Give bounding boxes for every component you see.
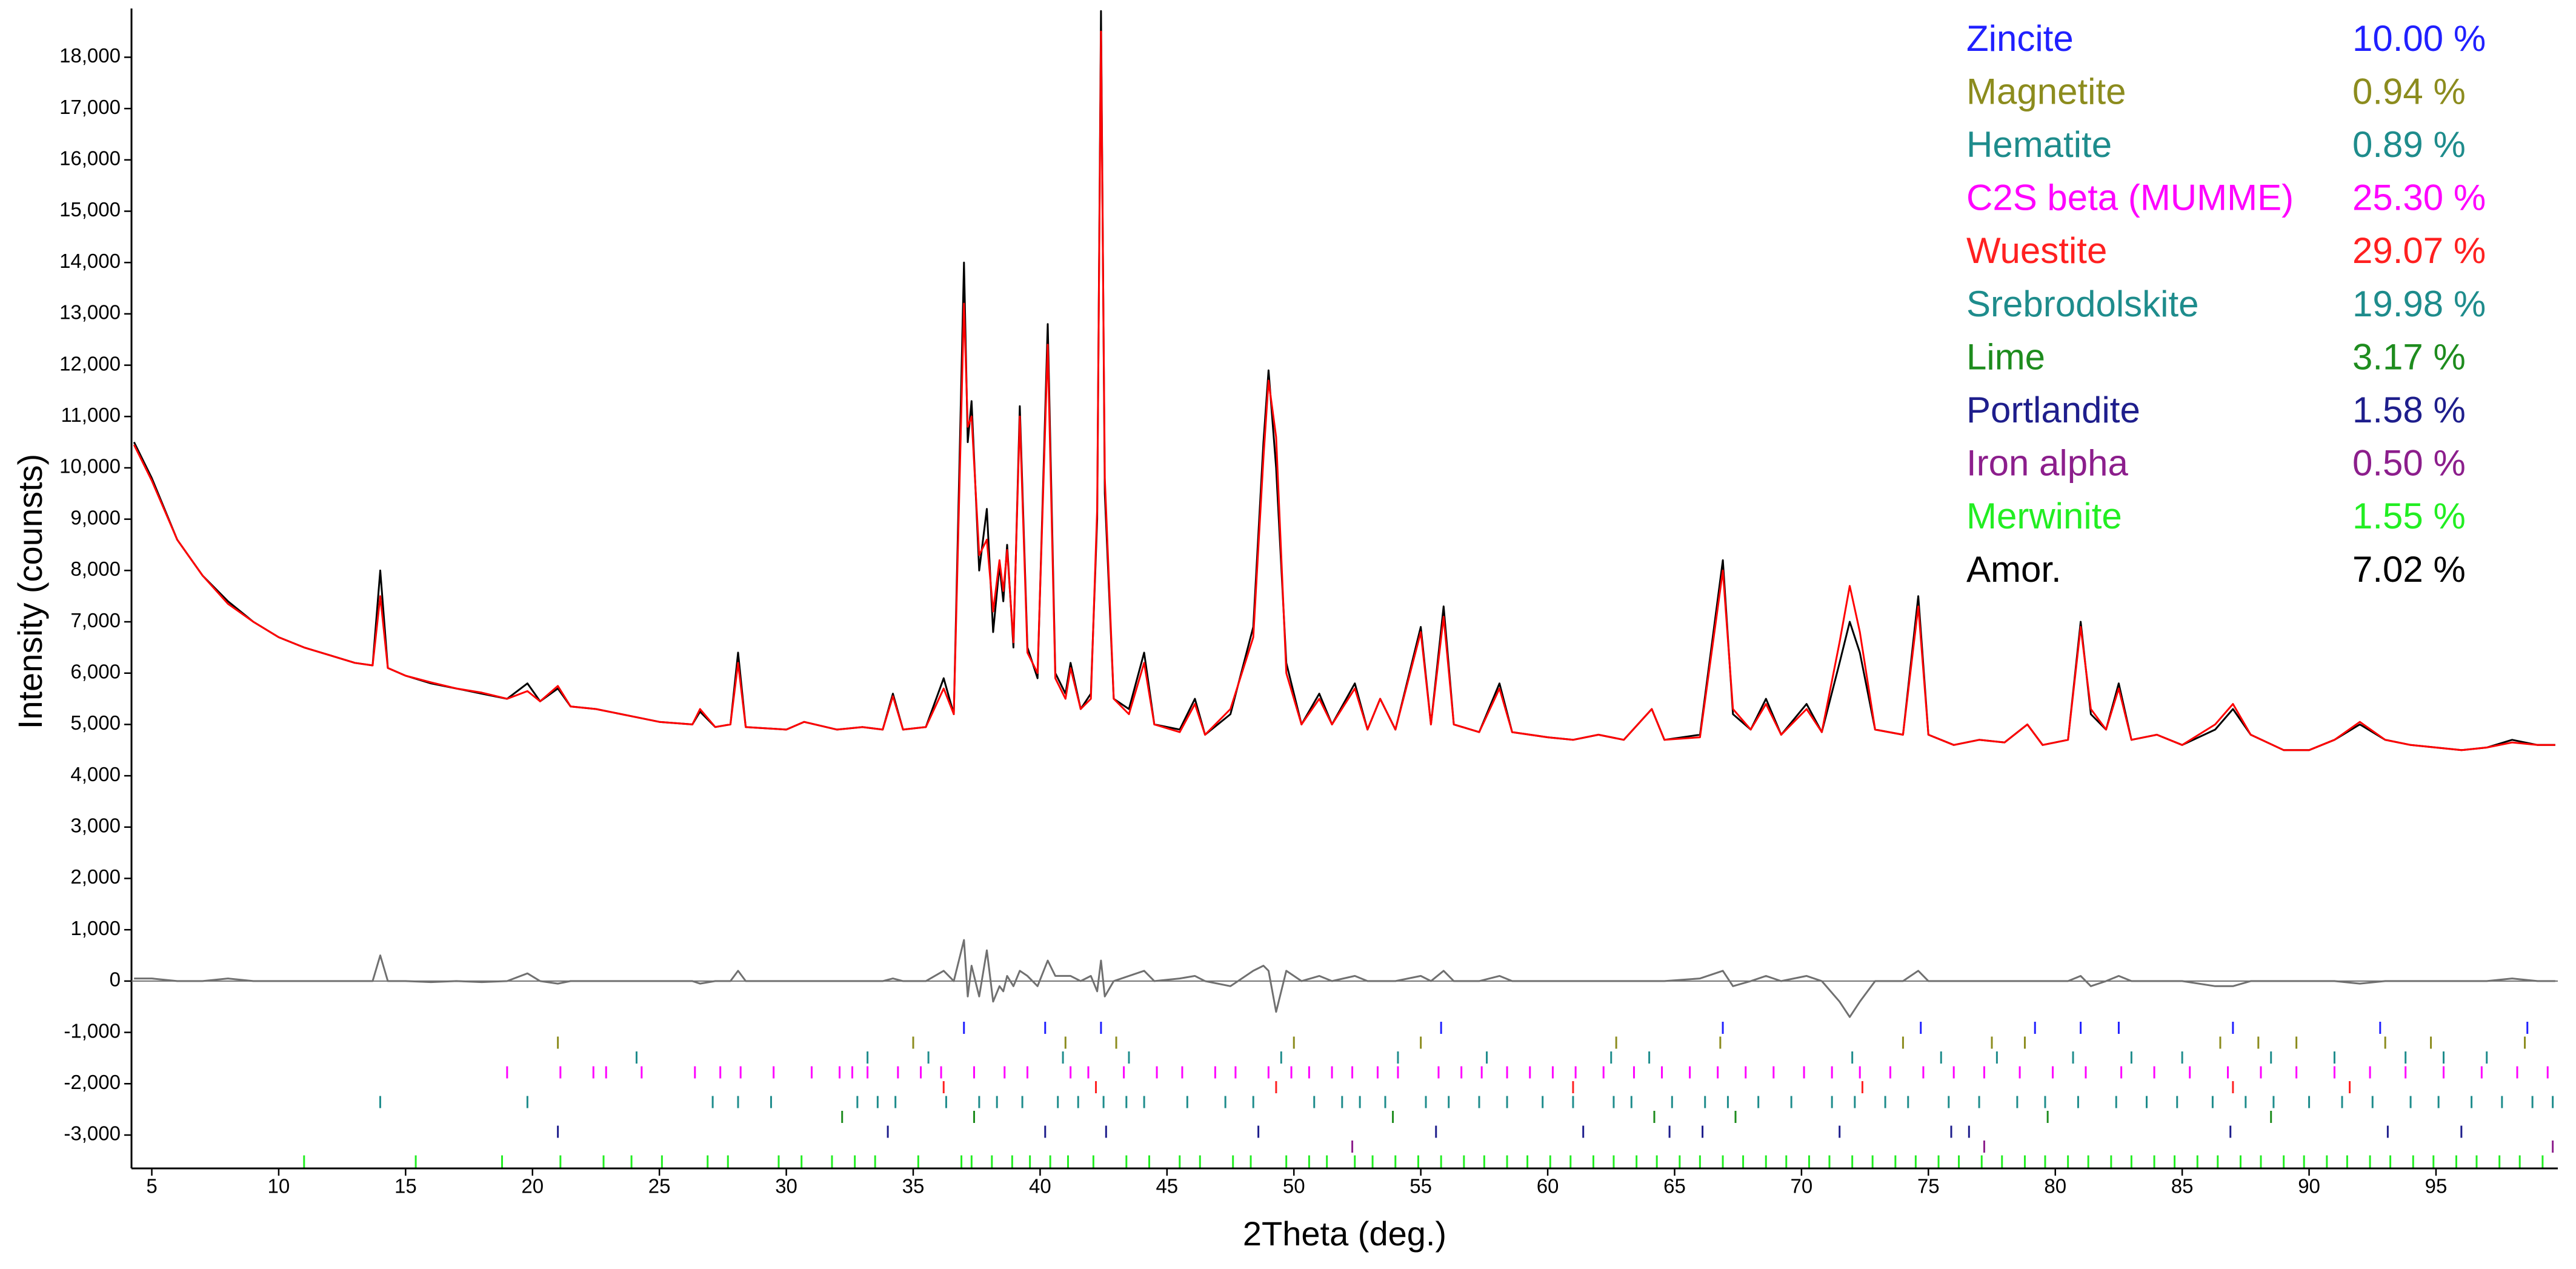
legend-name: Zincite (1966, 18, 2074, 59)
y-tick-label: 0 (110, 968, 121, 991)
y-tick-label: 5,000 (70, 711, 121, 734)
x-tick-label: 45 (1156, 1175, 1178, 1197)
x-tick-label: 10 (268, 1175, 290, 1197)
legend-name: Magnetite (1966, 71, 2126, 112)
legend-name: C2S beta (MUMME) (1966, 178, 2294, 218)
x-tick-label: 35 (902, 1175, 925, 1197)
legend-value: 1.55 % (2352, 496, 2466, 536)
legend-value: 29.07 % (2352, 230, 2486, 271)
y-axis-title: Intensity (counsts) (11, 454, 49, 729)
x-tick-label: 60 (1537, 1175, 1559, 1197)
x-tick-label: 95 (2425, 1175, 2448, 1197)
y-tick-label: 18,000 (59, 44, 121, 67)
legend-name: Srebrodolskite (1966, 284, 2199, 324)
legend-name: Merwinite (1966, 496, 2122, 536)
legend-name: Hematite (1966, 124, 2112, 165)
x-tick-label: 80 (2044, 1175, 2066, 1197)
y-tick-label: 9,000 (70, 506, 121, 528)
legend-value: 0.89 % (2352, 124, 2466, 165)
legend-value: 0.94 % (2352, 71, 2466, 112)
x-tick-label: 55 (1409, 1175, 1432, 1197)
y-tick-label: 16,000 (59, 147, 121, 170)
y-tick-label: -2,000 (64, 1071, 121, 1093)
legend-value: 25.30 % (2352, 178, 2486, 218)
legend-name: Iron alpha (1966, 443, 2128, 484)
y-tick-label: 17,000 (59, 96, 121, 118)
legend-name: Wuestite (1966, 230, 2107, 271)
y-tick-label: 4,000 (70, 763, 121, 785)
legend-value: 7.02 % (2352, 549, 2466, 590)
y-tick-label: 3,000 (70, 814, 121, 837)
x-tick-label: 65 (1663, 1175, 1686, 1197)
y-tick-label: 1,000 (70, 917, 121, 939)
x-axis-title: 2Theta (deg.) (1243, 1214, 1446, 1253)
x-tick-label: 15 (394, 1175, 417, 1197)
y-tick-label: 8,000 (70, 558, 121, 580)
x-tick-label: 70 (1791, 1175, 1813, 1197)
legend-value: 19.98 % (2352, 284, 2486, 324)
y-tick-label: 12,000 (59, 352, 121, 375)
legend-value: 1.58 % (2352, 390, 2466, 430)
data-line (134, 939, 2555, 1018)
legend-name: Amor. (1966, 549, 2062, 590)
data-line (133, 30, 2555, 751)
legend-value: 3.17 % (2352, 336, 2466, 377)
legend-name: Portlandite (1966, 390, 2140, 430)
y-tick-label: 13,000 (59, 301, 121, 324)
y-tick-label: 15,000 (59, 198, 121, 221)
x-tick-label: 25 (648, 1175, 671, 1197)
y-tick-label: 14,000 (59, 250, 121, 272)
legend-value: 0.50 % (2352, 443, 2466, 484)
y-tick-label: 10,000 (59, 455, 121, 478)
x-tick-label: 5 (146, 1175, 157, 1197)
data-line (133, 10, 2555, 751)
y-tick-label: -3,000 (64, 1122, 121, 1145)
y-tick-label: 7,000 (70, 609, 121, 631)
legend-name: Lime (1966, 336, 2045, 377)
x-tick-label: 50 (1283, 1175, 1305, 1197)
y-tick-label: 6,000 (70, 660, 121, 682)
legend-value: 10.00 % (2352, 18, 2486, 59)
x-tick-label: 20 (521, 1175, 544, 1197)
x-tick-label: 40 (1029, 1175, 1051, 1197)
y-tick-label: 11,000 (61, 404, 121, 426)
x-tick-label: 30 (775, 1175, 797, 1197)
x-tick-label: 85 (2171, 1175, 2194, 1197)
y-tick-label: 2,000 (70, 865, 121, 888)
x-tick-label: 75 (1917, 1175, 1940, 1197)
x-tick-label: 90 (2298, 1175, 2320, 1197)
y-tick-label: -1,000 (64, 1019, 121, 1042)
